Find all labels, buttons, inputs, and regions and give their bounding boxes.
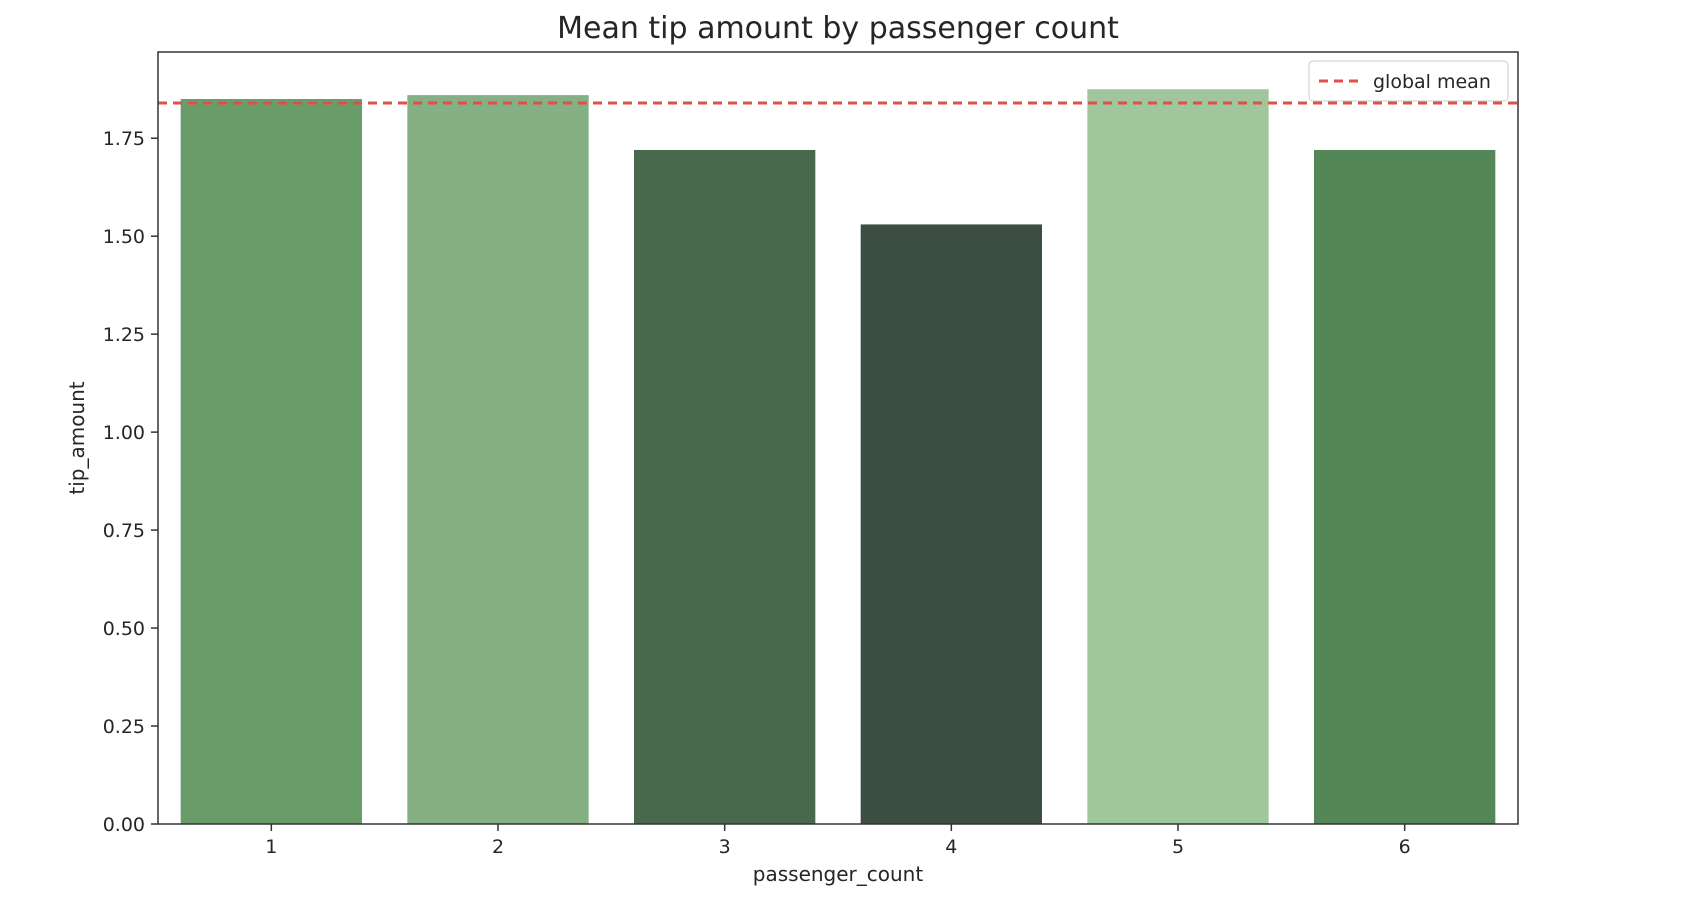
bar-4 xyxy=(860,224,1042,824)
chart-title: Mean tip amount by passenger count xyxy=(557,11,1119,46)
x-tick-label: 1 xyxy=(265,836,277,858)
legend-label-global-mean: global mean xyxy=(1373,71,1491,93)
y-tick-label: 0.25 xyxy=(103,716,145,738)
x-axis: 1 2 3 4 5 6 xyxy=(265,824,1411,858)
y-tick-label: 1.75 xyxy=(103,128,145,150)
y-axis: 0.00 0.25 0.50 0.75 1.00 1.25 1.50 1.75 xyxy=(103,128,158,836)
plot-frame xyxy=(157,51,1519,825)
bar-3 xyxy=(634,149,816,825)
y-tick-label: 0.50 xyxy=(103,618,145,640)
bar-1 xyxy=(180,99,362,824)
x-tick-label: 5 xyxy=(1172,836,1184,858)
bars-group xyxy=(180,89,1496,825)
bar-2 xyxy=(407,95,589,825)
bar-5 xyxy=(1087,89,1269,825)
y-axis-label: tip_amount xyxy=(65,381,89,494)
x-tick-label: 3 xyxy=(719,836,731,858)
bar-6 xyxy=(1314,149,1496,825)
legend-box xyxy=(1308,60,1509,102)
y-tick-label: 0.75 xyxy=(103,520,145,542)
legend: global mean xyxy=(1308,60,1509,102)
x-tick-label: 6 xyxy=(1399,836,1411,858)
x-axis-label: passenger_count xyxy=(753,862,924,886)
x-tick-label: 2 xyxy=(492,836,504,858)
y-tick-label: 1.00 xyxy=(103,422,145,444)
y-tick-label: 1.50 xyxy=(103,226,145,248)
y-tick-label: 1.25 xyxy=(103,324,145,346)
x-tick-label: 4 xyxy=(945,836,957,858)
y-tick-label: 0.00 xyxy=(103,814,145,836)
